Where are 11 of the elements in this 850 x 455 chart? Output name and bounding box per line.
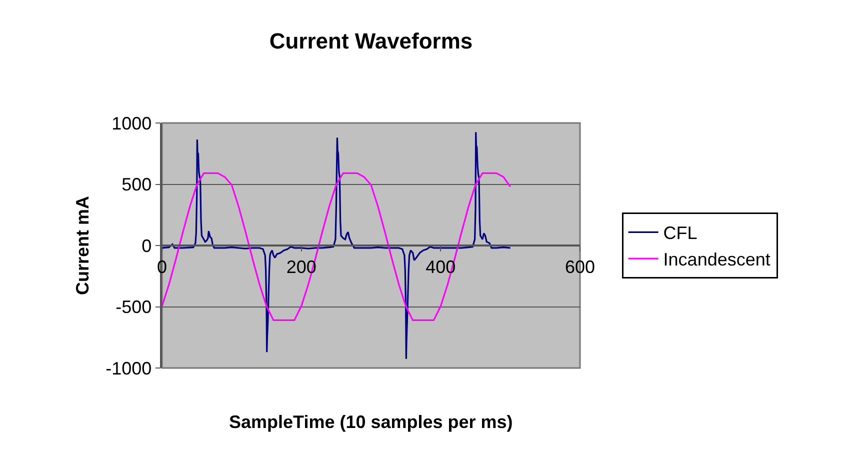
y-tick-label: -1000: [106, 358, 152, 378]
legend-label: Incandescent: [663, 250, 770, 270]
y-tick-label: -500: [116, 297, 152, 318]
chart-title: Current Waveforms: [269, 28, 473, 54]
x-tick-label: 600: [564, 256, 596, 277]
legend-label: CFL: [663, 223, 698, 244]
x-axis-title: SampleTime (10 samples per ms): [229, 412, 513, 432]
y-tick-label: 500: [122, 174, 152, 195]
y-tick-label: 0: [142, 236, 152, 256]
y-axis-title: Current mA: [72, 196, 92, 296]
y-tick-label: 1000: [112, 113, 152, 134]
